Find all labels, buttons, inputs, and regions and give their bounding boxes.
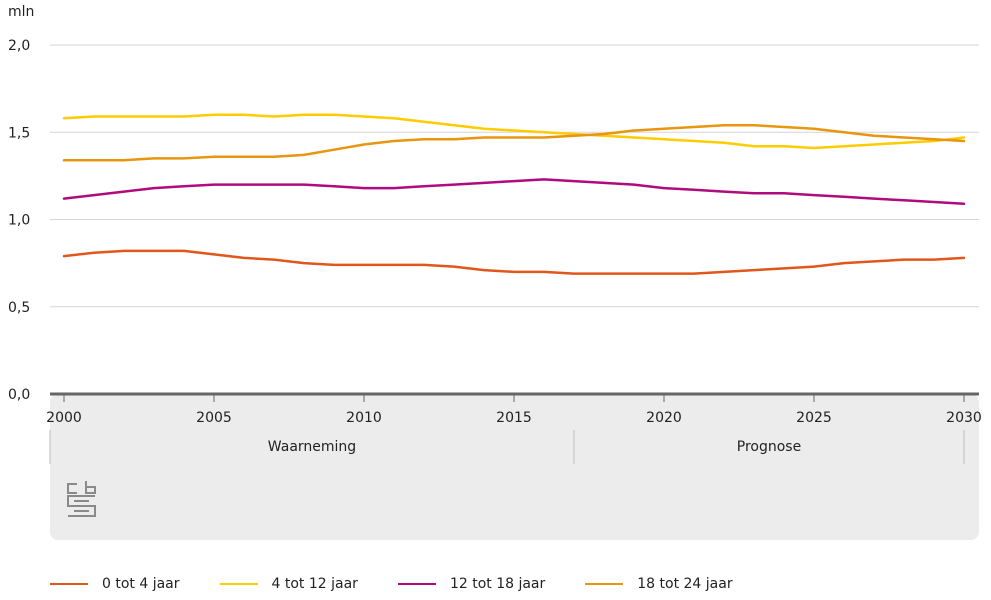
period-label: Waarneming: [268, 439, 356, 455]
x-tick-label: 2015: [496, 410, 532, 426]
legend-swatch-12-18: [397, 583, 436, 585]
legend-item-18-24: 18 tot 24 jaar: [585, 576, 733, 592]
legend-item-4-12: 4 tot 12 jaar: [219, 576, 358, 592]
y-tick-labels: 0,0 0,5 1,0 1,5 2,0: [8, 38, 30, 403]
legend-swatch-18-24: [585, 583, 624, 585]
x-tick-label: 2025: [796, 410, 832, 426]
cbs-logo-icon: [67, 481, 96, 517]
y-tick-label: 0,5: [8, 300, 30, 316]
x-tick-label: 2030: [946, 410, 982, 426]
period-label: Prognose: [737, 439, 801, 455]
legend: 0 tot 4 jaar 4 tot 12 jaar 12 tot 18 jaa…: [50, 576, 773, 592]
series-line-0: [62, 249, 966, 275]
legend-item-0-4: 0 tot 4 jaar: [50, 576, 180, 592]
x-tick-labels: 2000 2005 2010 2015 2020 2025 2030: [46, 394, 982, 426]
legend-label-4-12: 4 tot 12 jaar: [271, 576, 358, 592]
series-line-3: [62, 124, 966, 162]
grid-lines: [50, 44, 979, 308]
line-chart: 0,00,51,01,52,0 Waarneming Prognose 2000 2…: [8, 38, 982, 540]
x-tick-label: 2005: [196, 410, 232, 426]
legend-swatch-4-12: [219, 583, 258, 585]
y-tick-label: 1,5: [8, 125, 30, 141]
series-line-1: [62, 113, 966, 150]
y-unit-label: mln: [8, 4, 35, 20]
x-tick-label: 2010: [346, 410, 382, 426]
legend-label-0-4: 0 tot 4 jaar: [102, 576, 180, 592]
series-line-2: [62, 178, 966, 206]
x-tick-label: 2020: [646, 410, 682, 426]
legend-label-12-18: 12 tot 18 jaar: [449, 576, 546, 592]
series-lines: [62, 113, 966, 275]
legend-item-12-18: 12 tot 18 jaar: [397, 576, 546, 592]
x-tick-label: 2000: [46, 410, 82, 426]
period-panel: [50, 394, 979, 540]
legend-swatch-0-4: [50, 583, 88, 585]
period-labels: Waarneming Prognose: [49, 430, 965, 464]
legend-label-18-24: 18 tot 24 jaar: [637, 576, 733, 592]
y-tick-label: 0,0: [8, 387, 30, 403]
y-tick-label: 1,0: [8, 213, 30, 229]
y-tick-label: 2,0: [8, 38, 30, 54]
